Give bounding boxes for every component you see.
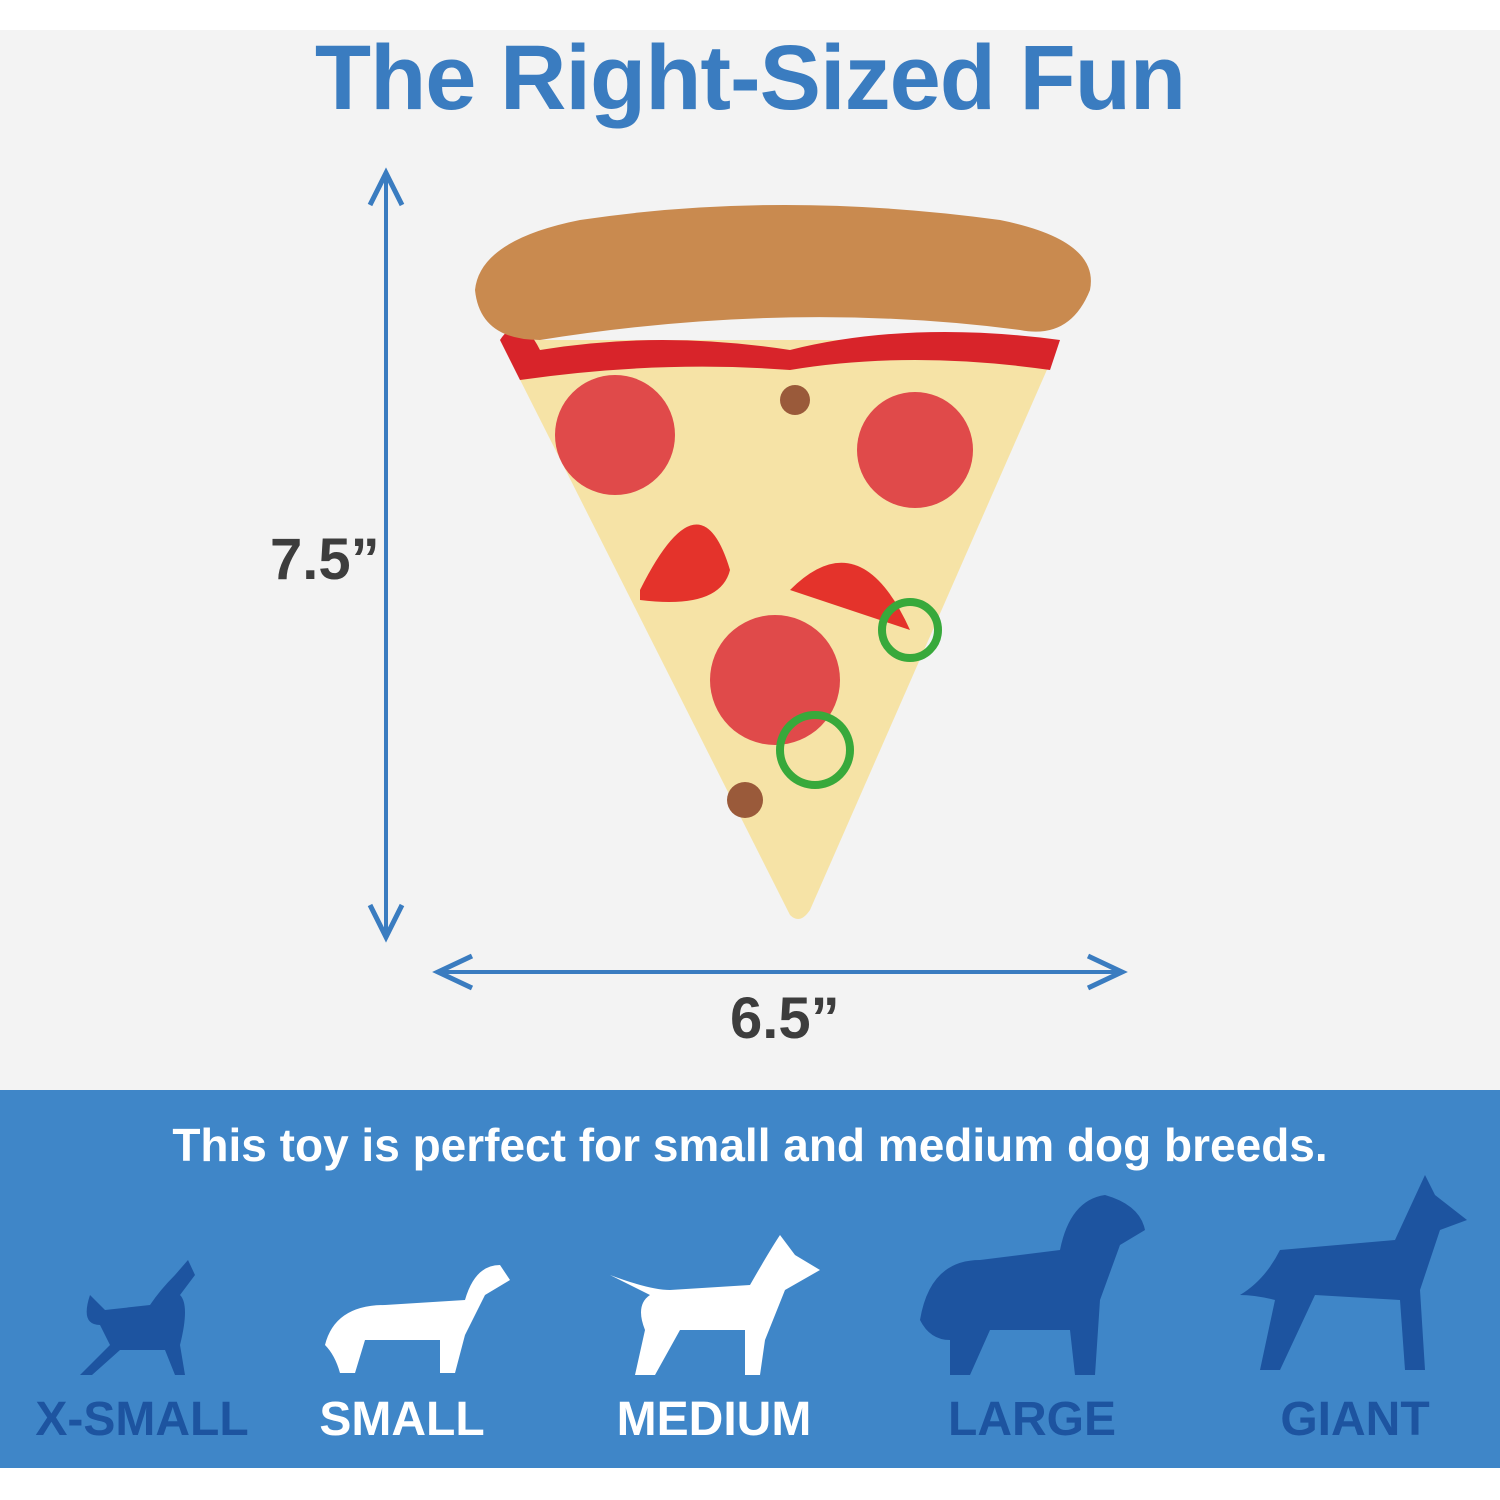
small-dog-icon xyxy=(325,1265,510,1373)
tagline: This toy is perfect for small and medium… xyxy=(172,1119,1328,1171)
width-label: 6.5” xyxy=(730,986,840,1051)
size-small: SMALL xyxy=(319,1393,485,1446)
giant-dog-icon xyxy=(1240,1175,1467,1370)
width-arrow xyxy=(432,953,1128,991)
medium-dog-icon xyxy=(610,1235,820,1375)
size-x-small: X-SMALL xyxy=(35,1393,249,1446)
large-dog-icon xyxy=(920,1195,1145,1375)
pizza-toy-image xyxy=(475,205,1091,919)
size-guide-band xyxy=(0,1090,1500,1468)
size-giant: GIANT xyxy=(1280,1393,1430,1446)
size-large: LARGE xyxy=(948,1393,1116,1446)
size-medium: MEDIUM xyxy=(616,1393,812,1446)
x-small-dog-icon xyxy=(80,1260,195,1375)
page-title: The Right-Sized Fun xyxy=(314,27,1186,129)
height-arrow xyxy=(367,167,405,943)
height-label: 7.5” xyxy=(270,527,380,592)
